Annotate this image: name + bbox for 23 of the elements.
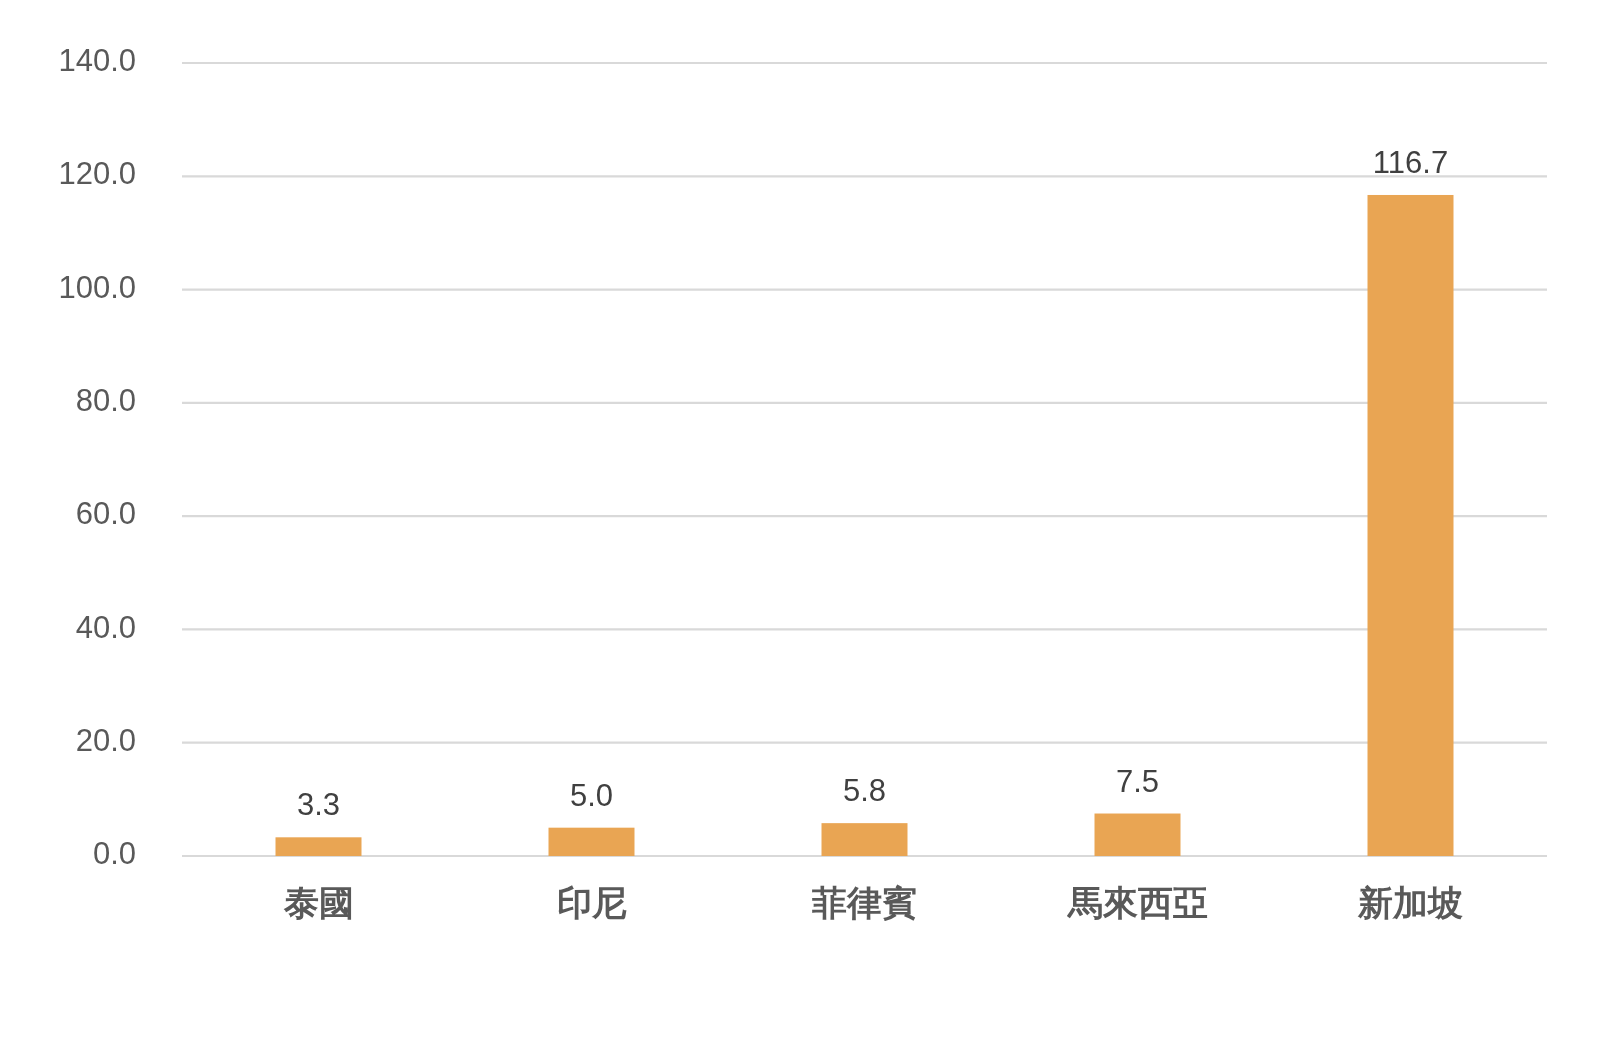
x-tick-label: 馬來西亞	[1065, 883, 1208, 923]
bar	[821, 823, 908, 856]
data-label: 116.7	[1372, 145, 1449, 181]
y-tick-label: 60.0	[75, 496, 136, 532]
data-label: 3.3	[296, 787, 341, 823]
y-tick-label: 140.0	[58, 43, 136, 79]
bar	[1367, 194, 1454, 856]
x-tick-label: 泰國	[282, 883, 354, 923]
data-label: 7.5	[1115, 763, 1160, 799]
bar	[275, 837, 362, 856]
y-tick-label: 40.0	[75, 609, 136, 645]
y-tick-label: 80.0	[75, 383, 136, 419]
y-tick-label: 120.0	[58, 156, 136, 192]
data-label: 5.0	[569, 777, 614, 813]
x-tick-label: 印尼	[556, 883, 627, 923]
bar	[548, 827, 635, 856]
x-tick-label: 菲律賓	[812, 883, 917, 923]
y-tick-label: 20.0	[75, 722, 136, 758]
x-tick-label: 新加坡	[1357, 883, 1463, 923]
bar	[1094, 813, 1181, 856]
y-tick-label: 100.0	[58, 269, 136, 305]
data-label: 5.8	[842, 773, 887, 809]
y-tick-label: 0.0	[92, 836, 136, 872]
